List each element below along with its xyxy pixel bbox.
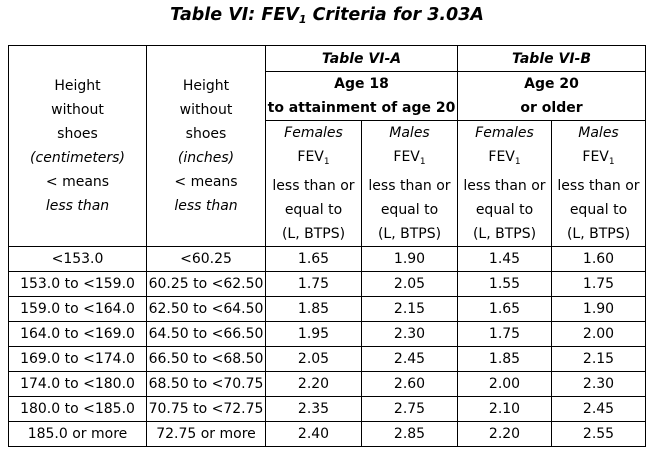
cell-males-b: 1.75 [551,271,646,297]
cell-height-in: 64.50 to <66.50 [146,321,266,347]
table-row: 153.0 to <159.0 60.25 to <62.50 1.75 2.05 1.… [8,271,646,297]
cell-males-a: 2.75 [361,396,458,422]
header-table-vi-b: Table VI-B [457,45,646,72]
cell-females-a: 2.20 [265,371,362,397]
header-height-in: Height without shoes (inches) < means less th… [146,45,266,247]
cell-males-a: 2.45 [361,346,458,372]
cell-males-b: 2.45 [551,396,646,422]
cell-females-a: 2.05 [265,346,362,372]
header-females-b: Females FEV1 less than or equal to (L, BTPS) [457,120,552,247]
cell-females-b: 1.45 [457,246,552,272]
fev-criteria-table: Height without shoes (centimeters) < means le… [8,45,646,447]
table-row: 169.0 to <174.0 66.50 to <68.50 2.05 2.45 1.… [8,346,646,372]
cell-height-cm: 159.0 to <164.0 [8,296,147,322]
cell-males-a: 1.90 [361,246,458,272]
cell-height-cm: 174.0 to <180.0 [8,371,147,397]
cell-females-a: 1.75 [265,271,362,297]
cell-males-a: 2.85 [361,421,458,447]
cell-height-cm: 164.0 to <169.0 [8,321,147,347]
cell-males-a: 2.05 [361,271,458,297]
cell-females-a: 2.40 [265,421,362,447]
cell-males-b: 1.60 [551,246,646,272]
cell-height-in: 60.25 to <62.50 [146,271,266,297]
header-height-cm: Height without shoes (centimeters) < means le… [8,45,147,247]
cell-height-in: <60.25 [146,246,266,272]
cell-females-a: 2.35 [265,396,362,422]
cell-females-b: 1.75 [457,321,552,347]
cell-males-b: 2.00 [551,321,646,347]
cell-height-in: 66.50 to <68.50 [146,346,266,372]
cell-height-cm: 185.0 or more [8,421,147,447]
table-row: 174.0 to <180.0 68.50 to <70.75 2.20 2.60 2.… [8,371,646,397]
cell-height-cm: 153.0 to <159.0 [8,271,147,297]
cell-height-in: 68.50 to <70.75 [146,371,266,397]
cell-height-cm: <153.0 [8,246,147,272]
table-row: 159.0 to <164.0 62.50 to <64.50 1.85 2.15 1.… [8,296,646,322]
cell-males-a: 2.30 [361,321,458,347]
cell-females-b: 2.20 [457,421,552,447]
table-title: Table VI: FEV1 Criteria for 3.03A [170,5,484,26]
cell-height-in: 62.50 to <64.50 [146,296,266,322]
cell-females-a: 1.85 [265,296,362,322]
header-age-group-b: Age 20 or older [457,71,646,121]
cell-males-b: 1.90 [551,296,646,322]
cell-females-b: 1.65 [457,296,552,322]
cell-height-cm: 169.0 to <174.0 [8,346,147,372]
cell-males-b: 2.15 [551,346,646,372]
table-row: 164.0 to <169.0 64.50 to <66.50 1.95 2.30 1.… [8,321,646,347]
cell-females-b: 2.10 [457,396,552,422]
header-table-vi-a: Table VI-A [265,45,458,72]
cell-females-b: 1.85 [457,346,552,372]
cell-males-a: 2.60 [361,371,458,397]
header-age-group-a: Age 18 to attainment of age 20 [265,71,458,121]
cell-males-b: 2.30 [551,371,646,397]
table-row: 180.0 to <185.0 70.75 to <72.75 2.35 2.75 2.… [8,396,646,422]
header-males-a: Males FEV1 less than or equal to (L, BTPS) [361,120,458,247]
header-males-b: Males FEV1 less than or equal to (L, BTPS) [551,120,646,247]
cell-height-cm: 180.0 to <185.0 [8,396,147,422]
cell-males-b: 2.55 [551,421,646,447]
cell-height-in: 72.75 or more [146,421,266,447]
cell-females-b: 1.55 [457,271,552,297]
cell-females-b: 2.00 [457,371,552,397]
cell-females-a: 1.95 [265,321,362,347]
table-row: 185.0 or more 72.75 or more 2.40 2.85 2.20 2.… [8,421,646,447]
cell-females-a: 1.65 [265,246,362,272]
header-females-a: Females FEV1 less than or equal to (L, BTPS) [265,120,362,247]
table-row: <153.0 <60.25 1.65 1.90 1.45 1.60 [8,246,646,272]
cell-height-in: 70.75 to <72.75 [146,396,266,422]
cell-males-a: 2.15 [361,296,458,322]
